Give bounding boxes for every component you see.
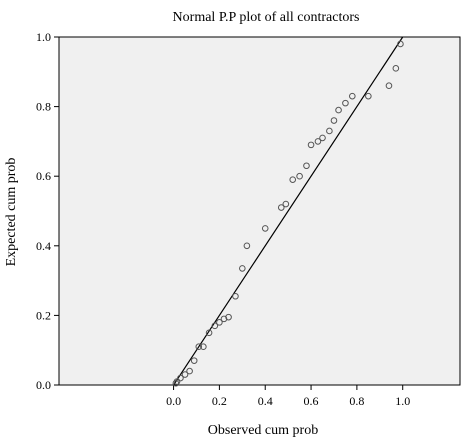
y-tick-label: 0.8: [36, 100, 51, 114]
y-tick-label: 0.0: [36, 378, 51, 392]
data-point: [225, 313, 232, 321]
data-point: [314, 138, 322, 145]
data-point: [239, 265, 246, 272]
data-point: [296, 172, 303, 180]
data-point: [349, 92, 356, 100]
data-point: [307, 141, 315, 149]
data-point: [243, 242, 251, 250]
data-point: [177, 374, 184, 382]
data-point: [385, 82, 393, 90]
points-layer: [172, 40, 404, 387]
data-point: [216, 319, 223, 326]
data-point: [200, 343, 207, 351]
data-point: [232, 292, 239, 300]
data-point: [326, 127, 333, 135]
x-tick-label: 0.2: [212, 394, 227, 408]
data-point: [172, 379, 180, 387]
x-tick-label: 0.6: [304, 394, 319, 408]
y-tick-label: 0.2: [36, 308, 51, 322]
data-point: [282, 200, 290, 208]
x-axis-title: Observed cum prob: [208, 423, 318, 438]
data-point: [342, 99, 349, 107]
data-point: [181, 371, 189, 378]
axes-layer: 0.0 0.2 0.4 0.6 0.8 1.0 0.0 0.2 0.4 0.6 0.8 1.0: [36, 30, 410, 408]
data-point: [289, 176, 297, 183]
data-point: [392, 65, 400, 72]
x-tick-label: 0.8: [349, 394, 364, 408]
data-point: [277, 204, 285, 211]
data-point: [190, 357, 198, 364]
data-point: [195, 343, 203, 351]
data-point: [211, 322, 219, 330]
data-point: [330, 117, 338, 124]
data-point: [261, 225, 269, 232]
data-point: [365, 92, 372, 100]
y-tick-label: 0.6: [36, 169, 51, 183]
x-tick-label: 0.4: [258, 394, 273, 408]
y-tick-label: 1.0: [36, 30, 51, 44]
x-tick-label: 0.0: [166, 394, 181, 408]
data-point: [173, 378, 181, 385]
data-point: [205, 329, 213, 337]
data-point: [335, 106, 342, 114]
data-point: [397, 40, 404, 48]
plot-area: [58, 36, 461, 386]
chart-title: Normal P.P plot of all contractors: [173, 10, 360, 25]
data-point: [319, 134, 326, 142]
y-tick-label: 0.4: [36, 239, 51, 253]
x-tick-label: 1.0: [395, 394, 410, 408]
data-point: [303, 162, 310, 170]
data-point: [186, 367, 193, 375]
y-axis-title: Expected cum prob: [4, 158, 19, 267]
